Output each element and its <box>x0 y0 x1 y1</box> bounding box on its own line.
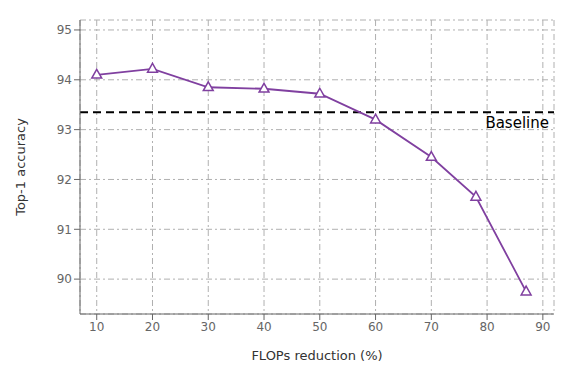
svg-text:90: 90 <box>535 320 550 334</box>
svg-text:50: 50 <box>312 320 327 334</box>
svg-text:80: 80 <box>479 320 494 334</box>
svg-text:91: 91 <box>57 223 72 237</box>
svg-text:Top-1 accuracy: Top-1 accuracy <box>13 118 28 217</box>
svg-text:70: 70 <box>424 320 439 334</box>
svg-text:93: 93 <box>57 123 72 137</box>
svg-text:20: 20 <box>145 320 160 334</box>
svg-text:40: 40 <box>256 320 271 334</box>
svg-text:92: 92 <box>57 173 72 187</box>
svg-text:30: 30 <box>201 320 216 334</box>
svg-text:90: 90 <box>57 272 72 286</box>
svg-text:94: 94 <box>57 73 72 87</box>
svg-text:Baseline: Baseline <box>485 114 549 132</box>
svg-text:60: 60 <box>368 320 383 334</box>
svg-text:95: 95 <box>57 23 72 37</box>
svg-text:10: 10 <box>89 320 104 334</box>
svg-text:FLOPs reduction (%): FLOPs reduction (%) <box>251 348 382 363</box>
